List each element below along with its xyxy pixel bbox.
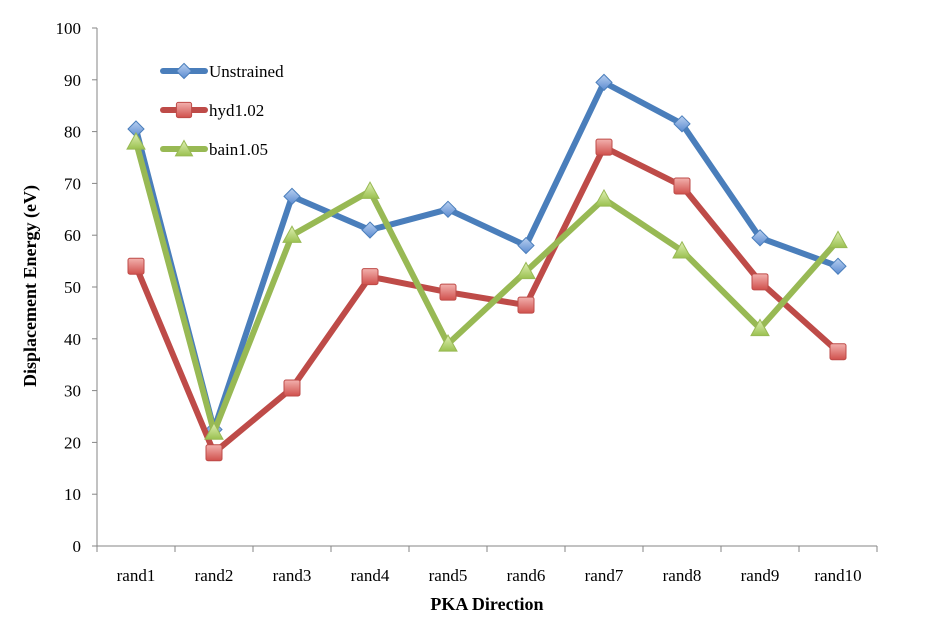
- data-point: [204, 422, 224, 440]
- axes: 0 10 20 30 40 50 60 70 80 90 100 rand1 rand2 rand3 ran…: [56, 19, 878, 585]
- data-point: [127, 257, 145, 275]
- y-tick-label: 100: [56, 19, 82, 38]
- data-point: [126, 131, 146, 150]
- x-tick-label: rand7: [585, 566, 624, 585]
- data-point: [751, 273, 769, 291]
- y-axis-title: Displacement Energy (eV): [20, 185, 41, 387]
- legend-item: hyd1.02: [160, 101, 264, 120]
- x-tick-label: rand6: [507, 566, 546, 585]
- legend-item: bain1.05: [160, 139, 268, 159]
- data-point: [438, 333, 458, 352]
- data-point: [673, 115, 691, 133]
- data-point: [829, 343, 847, 361]
- legend: Unstrained hyd1.02 bain1.05: [160, 62, 284, 159]
- data-point: [175, 101, 193, 119]
- data-point: [595, 138, 613, 156]
- data-point: [517, 236, 535, 255]
- data-point: [751, 229, 769, 247]
- x-tick-label: rand2: [195, 566, 234, 585]
- data-point: [174, 139, 194, 157]
- y-tick-label: 90: [64, 71, 81, 90]
- y-tick-label: 80: [64, 123, 81, 142]
- data-point: [205, 444, 223, 462]
- data-point: [283, 379, 301, 397]
- y-tick-label: 0: [73, 537, 82, 556]
- legend-label: hyd1.02: [209, 101, 264, 120]
- data-point: [439, 283, 457, 301]
- y-tick-label: 20: [64, 433, 81, 452]
- data-point: [829, 257, 847, 275]
- y-tick-label: 40: [64, 330, 81, 349]
- x-tick-label: rand8: [663, 566, 702, 585]
- series-hyd1-02: [127, 138, 847, 462]
- series-line: [133, 79, 841, 433]
- series-unstrained: [127, 73, 847, 439]
- y-tick-label: 50: [64, 278, 81, 297]
- series-group: [126, 73, 848, 462]
- y-tick-label: 30: [64, 382, 81, 401]
- data-point: [517, 296, 535, 314]
- legend-label: Unstrained: [209, 62, 284, 81]
- y-tick-label: 70: [64, 174, 81, 193]
- data-point: [750, 318, 770, 337]
- data-point: [439, 200, 457, 219]
- data-point: [594, 188, 614, 207]
- data-point: [360, 181, 380, 199]
- data-point: [516, 261, 536, 280]
- x-tick-label: rand9: [741, 566, 780, 585]
- data-point: [361, 221, 379, 239]
- legend-item: Unstrained: [160, 62, 284, 81]
- data-point: [361, 268, 379, 286]
- x-axis-title: PKA Direction: [430, 594, 543, 614]
- data-point: [595, 73, 613, 92]
- series-bain1-05: [126, 131, 848, 440]
- data-point: [282, 225, 302, 243]
- y-tick-label: 10: [64, 485, 81, 504]
- x-tick-label: rand10: [814, 566, 861, 585]
- x-tick-label: rand4: [351, 566, 390, 585]
- series-line: [133, 144, 841, 456]
- x-tick-label: rand3: [273, 566, 312, 585]
- data-point: [175, 62, 193, 80]
- legend-label: bain1.05: [209, 140, 268, 159]
- x-tick-label: rand1: [117, 566, 156, 585]
- data-point: [283, 187, 301, 206]
- series-line: [133, 138, 841, 436]
- y-tick-label: 60: [64, 226, 81, 245]
- data-point: [672, 240, 692, 259]
- data-point: [673, 177, 691, 195]
- data-point: [828, 230, 848, 249]
- x-tick-label: rand5: [429, 566, 468, 585]
